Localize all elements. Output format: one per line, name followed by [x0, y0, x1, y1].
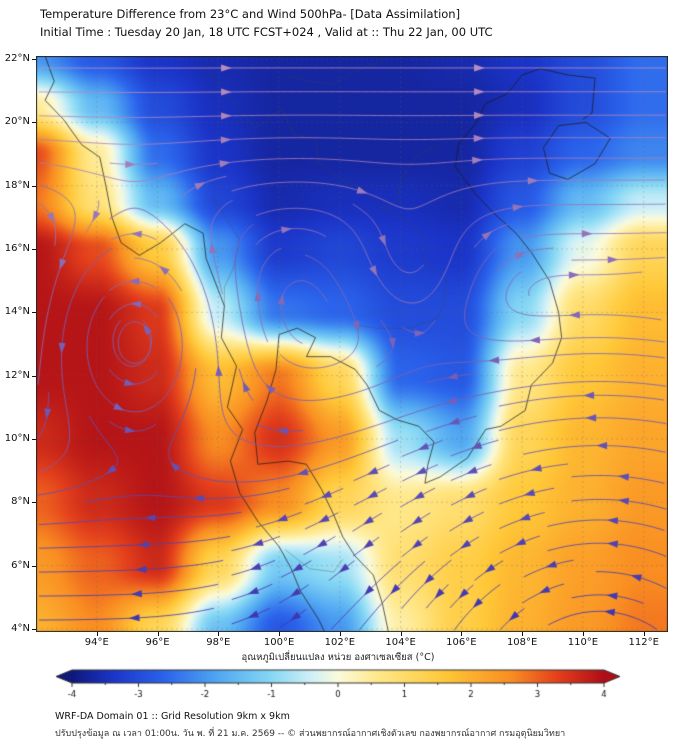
y-axis-tick-label: 16°N — [4, 243, 30, 255]
y-axis-tick — [32, 628, 36, 630]
x-axis-tick — [96, 632, 98, 636]
x-axis-tick-label: 112°E — [628, 637, 659, 648]
x-axis-tick-label: 96°E — [145, 637, 170, 648]
colorbar-label: อุณหภูมิเปลี่ยนแปลง หน่วย องศาเซลเซียส (… — [241, 652, 435, 663]
x-axis-tick-label: 102°E — [324, 637, 356, 648]
y-axis-tick — [32, 312, 36, 314]
x-axis-tick — [461, 632, 463, 636]
x-axis-tick-label: 110°E — [567, 637, 599, 648]
footer-domain-info: WRF-DA Domain 01 :: Grid Resolution 9km … — [55, 711, 290, 722]
x-axis-tick — [157, 632, 159, 636]
x-axis-tick-label: 94°E — [84, 637, 109, 648]
x-axis-tick — [339, 632, 341, 636]
chart-title: Temperature Difference from 23°C and Win… — [40, 7, 461, 21]
y-axis-tick-label: 10°N — [4, 432, 30, 444]
x-axis-tick-label: 108°E — [506, 637, 538, 648]
x-axis-tick — [400, 632, 402, 636]
chart-subtitle: Initial Time : Tuesday 20 Jan, 18 UTC FC… — [40, 25, 493, 39]
y-axis-tick — [32, 502, 36, 504]
y-axis-tick — [32, 122, 36, 124]
y-axis-tick — [32, 565, 36, 567]
footer-update-info: ปรับปรุงข้อมูล ณ เวลา 01:00น. วัน พ. ที่… — [55, 729, 566, 739]
y-axis-tick-label: 8°N — [11, 496, 30, 508]
y-axis-tick-label: 20°N — [4, 116, 30, 128]
y-axis-tick-label: 12°N — [4, 369, 30, 381]
y-axis-tick-label: 22°N — [4, 53, 30, 65]
y-axis-tick — [32, 375, 36, 377]
colorbar — [8, 666, 668, 702]
y-axis-tick — [32, 249, 36, 251]
x-axis-tick — [522, 632, 524, 636]
x-axis-tick-label: 100°E — [263, 637, 295, 648]
x-axis-tick-label: 106°E — [446, 637, 477, 648]
x-axis-tick — [643, 632, 645, 636]
y-axis-tick — [32, 59, 36, 61]
temperature-wind-map-canvas — [36, 56, 668, 632]
y-axis-tick — [32, 438, 36, 440]
x-axis-tick — [218, 632, 220, 636]
x-axis-tick-label: 104°E — [385, 637, 416, 648]
y-axis-tick — [32, 185, 36, 187]
y-axis-tick-label: 18°N — [4, 179, 30, 191]
map-plot-area — [36, 56, 668, 632]
x-axis-tick — [582, 632, 584, 636]
y-axis-tick-label: 4°N — [11, 622, 30, 634]
y-axis-tick-label: 6°N — [11, 559, 30, 571]
x-axis-tick-label: 98°E — [206, 637, 231, 648]
x-axis-tick — [279, 632, 281, 636]
y-axis-tick-label: 14°N — [4, 306, 30, 318]
